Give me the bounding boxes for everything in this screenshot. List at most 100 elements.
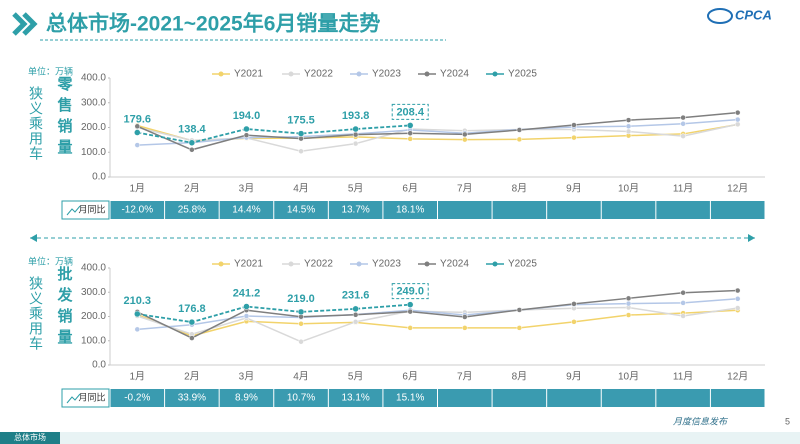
data-point <box>734 305 741 311</box>
data-point <box>352 125 359 133</box>
data-point <box>407 325 413 331</box>
data-point <box>680 114 686 121</box>
unit-label: 单位：万辆 <box>28 65 73 76</box>
yoy-cell <box>547 201 601 219</box>
legend-label: Y2023 <box>372 69 401 80</box>
x-tick-label: 6月 <box>402 183 418 195</box>
data-label: 194.0 <box>233 110 261 122</box>
legend-marker <box>356 71 362 77</box>
yoy-cell <box>165 389 219 407</box>
data-point <box>134 123 141 130</box>
side-title: 零售销量 <box>56 76 74 160</box>
data-point <box>625 300 632 307</box>
data-label: 138.4 <box>178 124 206 136</box>
data-point <box>134 142 141 148</box>
footer-note: 月度信息发布 <box>673 416 729 426</box>
legend-marker <box>492 71 498 77</box>
yoy-cell <box>110 389 165 407</box>
data-point <box>352 131 359 138</box>
data-point <box>352 319 359 325</box>
x-tick-label: 11月 <box>673 371 693 383</box>
yoy-value: 33.9% <box>178 393 206 404</box>
data-point <box>462 136 468 143</box>
yoy-cell <box>492 389 547 407</box>
data-label: 231.6 <box>342 290 370 302</box>
highlight-box <box>391 103 429 120</box>
yoy-cell <box>328 201 383 219</box>
legend-marker <box>218 71 224 77</box>
data-label: 210.3 <box>124 295 152 307</box>
yoy-label-cell <box>61 388 110 408</box>
yoy-cell <box>656 389 710 407</box>
data-point <box>134 310 141 318</box>
data-point <box>625 312 632 318</box>
yoy-cell <box>438 201 492 219</box>
yoy-cell <box>165 201 219 219</box>
y-tick-label: 100.0 <box>81 147 106 158</box>
data-label: 241.2 <box>233 287 261 299</box>
yoy-cell <box>219 389 274 407</box>
page-number: 5 <box>785 416 790 426</box>
data-point <box>571 134 577 141</box>
legend-label: Y2024 <box>440 69 469 80</box>
legend-label: Y2023 <box>372 259 401 270</box>
series-line <box>137 309 738 337</box>
data-point <box>734 287 741 294</box>
yoy-value: 14.4% <box>232 205 260 216</box>
yoy-label: 月同比 <box>78 391 105 402</box>
legend-marker <box>424 71 430 77</box>
legend-label: Y2025 <box>508 259 537 270</box>
data-point <box>188 139 196 146</box>
x-tick-label: 7月 <box>457 183 473 195</box>
data-label: 208.4 <box>396 106 424 118</box>
yoy-value: -12.0% <box>121 205 153 216</box>
data-point <box>462 314 468 320</box>
legend-label: Y2021 <box>234 69 263 80</box>
series-line <box>136 289 738 339</box>
data-point <box>516 136 523 143</box>
y-tick-label: 0.0 <box>92 360 106 371</box>
legend-label: Y2022 <box>304 69 333 80</box>
yoy-value: 10.7% <box>287 393 315 404</box>
data-label: 175.5 <box>287 114 315 126</box>
x-tick-label: 10月 <box>618 183 639 195</box>
data-point <box>189 335 195 341</box>
y-tick-label: 300.0 <box>81 287 106 298</box>
x-tick-label: 9月 <box>566 183 582 195</box>
yoy-cell <box>274 389 328 407</box>
legend-label: Y2024 <box>440 259 469 270</box>
series-line <box>137 118 738 146</box>
yoy-value: 15.1% <box>396 393 424 404</box>
yoy-cell <box>601 201 656 219</box>
yoy-cell <box>219 201 274 219</box>
x-tick-label: 9月 <box>566 371 582 383</box>
series-line <box>137 298 738 331</box>
data-point <box>625 123 632 130</box>
series-line <box>136 111 738 151</box>
data-label: 219.0 <box>287 293 315 305</box>
legend-marker <box>218 261 224 267</box>
series-line <box>137 303 411 324</box>
legend-marker <box>424 261 430 267</box>
data-point <box>407 308 413 315</box>
data-point <box>188 318 196 326</box>
logo: CPCA <box>735 7 772 22</box>
data-point <box>407 130 413 136</box>
legend-marker <box>356 261 362 267</box>
legend-marker <box>288 71 294 77</box>
x-tick-label: 3月 <box>239 371 255 383</box>
logo-icon <box>707 8 733 24</box>
y-tick-label: 400.0 <box>81 263 106 274</box>
yoy-cell <box>656 201 710 219</box>
data-point <box>406 301 414 308</box>
data-point <box>134 129 141 136</box>
x-tick-label: 8月 <box>512 371 528 383</box>
yoy-cell <box>710 201 765 219</box>
legend-label: Y2021 <box>234 259 263 270</box>
legend-label: Y2025 <box>508 69 537 80</box>
yoy-value: 14.5% <box>287 205 315 216</box>
x-tick-label: 4月 <box>293 183 309 195</box>
y-tick-label: 200.0 <box>81 122 106 133</box>
x-tick-label: 12月 <box>727 183 748 195</box>
